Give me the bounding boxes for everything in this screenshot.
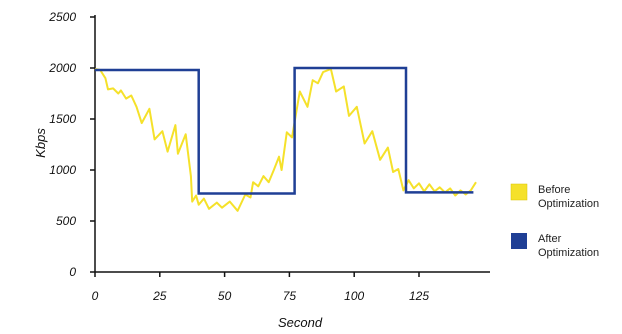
legend-label-after-line2: Optimization (538, 247, 599, 259)
x-axis-title: Second (278, 315, 323, 330)
legend-label-after-line1: After (538, 233, 562, 245)
series-line-before-optimization (94, 68, 477, 212)
legend-item-before: Before Optimization (510, 183, 599, 210)
legend: Before Optimization After Optimization (510, 183, 599, 259)
x-ticks: 0 25 50 75 100 125 (92, 272, 429, 303)
x-tick-label: 25 (152, 289, 167, 303)
series-line-after-optimization (95, 66, 474, 195)
legend-label-before-line2: Optimization (538, 198, 599, 210)
y-axis-title: Kbps (33, 128, 48, 158)
y-tick-label: 1000 (49, 163, 76, 177)
series-layer (94, 66, 477, 212)
legend-label-before-line1: Before (538, 184, 570, 196)
x-tick-label: 125 (409, 289, 429, 303)
legend-swatch-before (510, 183, 528, 201)
legend-swatch-after (511, 233, 527, 249)
axes (94, 15, 490, 273)
legend-item-after: After Optimization (511, 233, 599, 259)
x-tick-label: 100 (344, 289, 364, 303)
y-tick-label: 2500 (48, 10, 76, 24)
x-tick-label: 50 (218, 289, 232, 303)
x-tick-label: 75 (283, 289, 297, 303)
x-tick-label: 0 (92, 289, 99, 303)
y-tick-label: 500 (56, 214, 76, 228)
y-tick-label: 0 (69, 265, 76, 279)
y-ticks: 0 500 1000 1500 2000 2500 (48, 10, 95, 279)
y-tick-label: 2000 (48, 61, 76, 75)
y-tick-label: 1500 (49, 112, 76, 126)
